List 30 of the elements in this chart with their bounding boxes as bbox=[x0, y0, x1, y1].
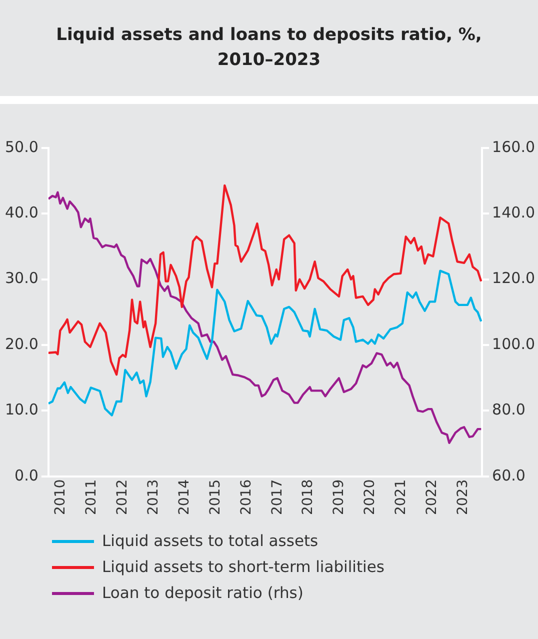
y-tick-label: 10.0 bbox=[4, 400, 38, 419]
chart-title: Liquid assets and loans to deposits ratio, %, 2010–2023 bbox=[0, 0, 538, 104]
y2-tick-label: 80.0 bbox=[492, 400, 526, 419]
x-tick-label: 2016 bbox=[238, 479, 254, 516]
y-tick-label: 0.0 bbox=[14, 466, 38, 484]
x-tick-label: 2022 bbox=[424, 479, 440, 516]
y-tick-label: 50.0 bbox=[4, 138, 38, 156]
x-tick-label: 2012 bbox=[114, 479, 130, 516]
x-tick-label: 2013 bbox=[145, 479, 162, 516]
y-tick-label: 30.0 bbox=[4, 269, 38, 288]
x-tick-label: 2011 bbox=[83, 479, 100, 516]
x-tick-label: 2023 bbox=[455, 479, 472, 516]
x-tick-label: 2021 bbox=[393, 479, 410, 516]
y-tick-label: 20.0 bbox=[4, 334, 38, 353]
legend-label: Loan to deposit ratio (rhs) bbox=[102, 584, 304, 602]
legend-label: Liquid assets to short-term liabilities bbox=[102, 558, 384, 576]
y2-tick-label: 100.0 bbox=[492, 334, 536, 353]
y2-tick-label: 140.0 bbox=[492, 204, 536, 222]
y-tick-label: 40.0 bbox=[4, 204, 38, 222]
y2-tick-label: 160.0 bbox=[492, 138, 536, 156]
x-tick-label: 2015 bbox=[207, 479, 224, 516]
legend-label: Liquid assets to total assets bbox=[102, 532, 318, 550]
x-tick-label: 2014 bbox=[176, 479, 192, 516]
x-tick-label: 2017 bbox=[269, 479, 286, 516]
x-tick-label: 2010 bbox=[52, 479, 68, 516]
x-tick-label: 2019 bbox=[331, 479, 348, 516]
x-tick-label: 2020 bbox=[362, 479, 378, 516]
x-tick-label: 2018 bbox=[300, 479, 316, 516]
y2-tick-label: 60.0 bbox=[492, 466, 526, 484]
y2-tick-label: 120.0 bbox=[492, 269, 536, 288]
